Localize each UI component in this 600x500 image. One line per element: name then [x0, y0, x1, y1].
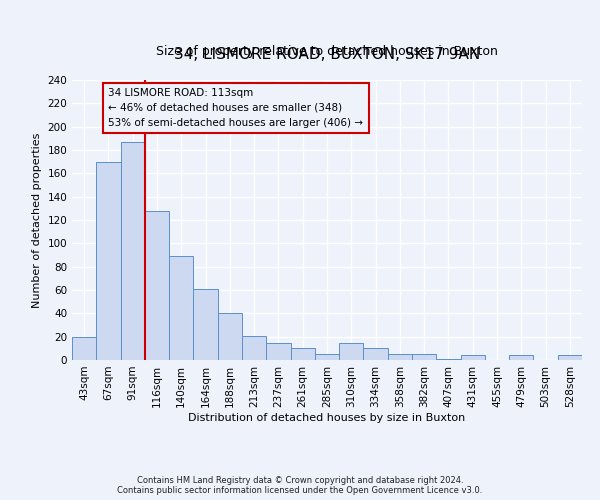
- Bar: [218, 314, 242, 360]
- Bar: [145, 210, 169, 360]
- Bar: [364, 348, 388, 360]
- Bar: [290, 348, 315, 360]
- Bar: [96, 162, 121, 360]
- Bar: [169, 256, 193, 360]
- Bar: [242, 336, 266, 360]
- Bar: [266, 342, 290, 360]
- Title: Size of property relative to detached houses in Buxton: Size of property relative to detached ho…: [156, 45, 498, 58]
- Bar: [509, 356, 533, 360]
- Bar: [388, 354, 412, 360]
- X-axis label: Distribution of detached houses by size in Buxton: Distribution of detached houses by size …: [188, 412, 466, 422]
- Text: 34, LISMORE ROAD, BUXTON, SK17 9AN: 34, LISMORE ROAD, BUXTON, SK17 9AN: [174, 47, 480, 62]
- Text: Contains HM Land Registry data © Crown copyright and database right 2024.
Contai: Contains HM Land Registry data © Crown c…: [118, 476, 482, 495]
- Bar: [412, 354, 436, 360]
- Bar: [72, 336, 96, 360]
- Bar: [121, 142, 145, 360]
- Bar: [558, 356, 582, 360]
- Bar: [193, 289, 218, 360]
- Bar: [315, 354, 339, 360]
- Bar: [461, 356, 485, 360]
- Bar: [339, 342, 364, 360]
- Y-axis label: Number of detached properties: Number of detached properties: [32, 132, 42, 308]
- Text: 34 LISMORE ROAD: 113sqm
← 46% of detached houses are smaller (348)
53% of semi-d: 34 LISMORE ROAD: 113sqm ← 46% of detache…: [109, 88, 364, 128]
- Bar: [436, 359, 461, 360]
